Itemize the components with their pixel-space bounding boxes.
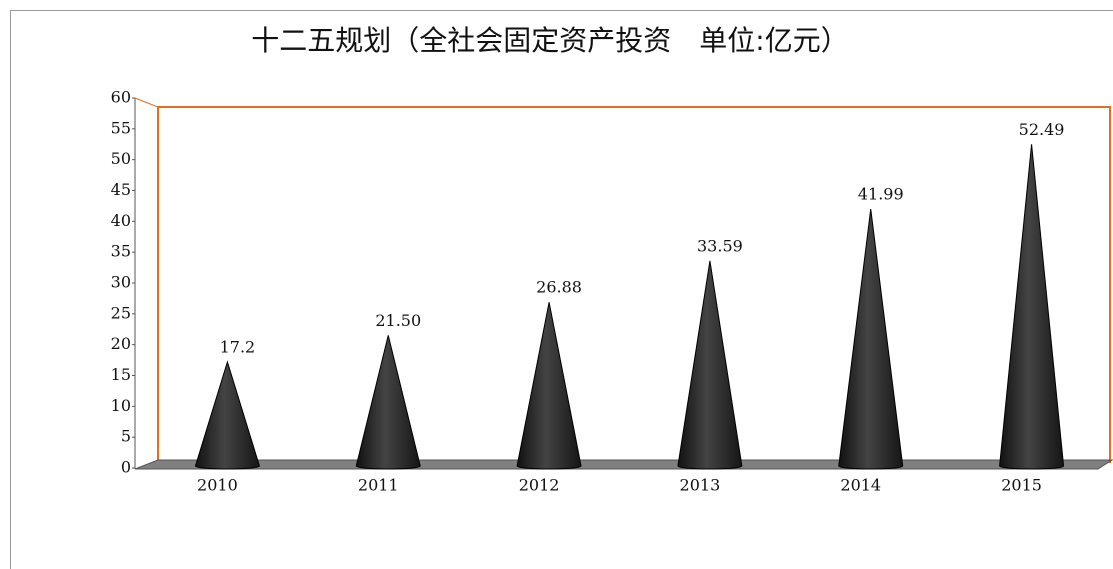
- cone: [194, 360, 260, 470]
- axis-corner: [134, 97, 159, 108]
- y-tick-label: 0: [121, 458, 131, 477]
- value-label: 33.59: [697, 236, 743, 255]
- cone: [677, 260, 743, 470]
- cone: [999, 144, 1065, 470]
- x-tick-label: 2013: [680, 476, 721, 495]
- cone: [838, 209, 904, 470]
- y-tick-label: 55: [111, 118, 131, 137]
- y-tick-label: 35: [111, 242, 131, 261]
- y-tick-label: 60: [111, 88, 131, 107]
- x-tick-label: 2010: [197, 476, 238, 495]
- x-tick-label: 2011: [358, 476, 399, 495]
- y-tick-label: 15: [111, 365, 131, 384]
- y-tick-label: 45: [111, 180, 131, 199]
- value-label: 52.49: [1019, 120, 1065, 139]
- y-tick-label: 25: [111, 303, 131, 322]
- cone: [355, 335, 421, 470]
- x-tick-label: 2015: [1001, 476, 1042, 495]
- x-tick-label: 2014: [840, 476, 881, 495]
- back-wall: [157, 106, 1111, 463]
- value-label: 41.99: [858, 185, 904, 204]
- y-tick-label: 10: [111, 396, 131, 415]
- value-label: 21.50: [375, 311, 421, 330]
- y-tick-label: 20: [111, 334, 131, 353]
- y-tick-label: 50: [111, 149, 131, 168]
- y-tick-label: 5: [121, 427, 131, 446]
- x-tick-label: 2012: [519, 476, 560, 495]
- y-tick-label: 40: [111, 211, 131, 230]
- floor: [134, 459, 1113, 470]
- value-label: 26.88: [536, 278, 582, 297]
- value-label: 17.2: [220, 337, 256, 356]
- frame: [10, 10, 1113, 569]
- chart-title: 十二五规划（全社会固定资产投资 单位:亿元）: [251, 24, 848, 57]
- cone: [516, 302, 582, 470]
- y-tick-label: 30: [111, 273, 131, 292]
